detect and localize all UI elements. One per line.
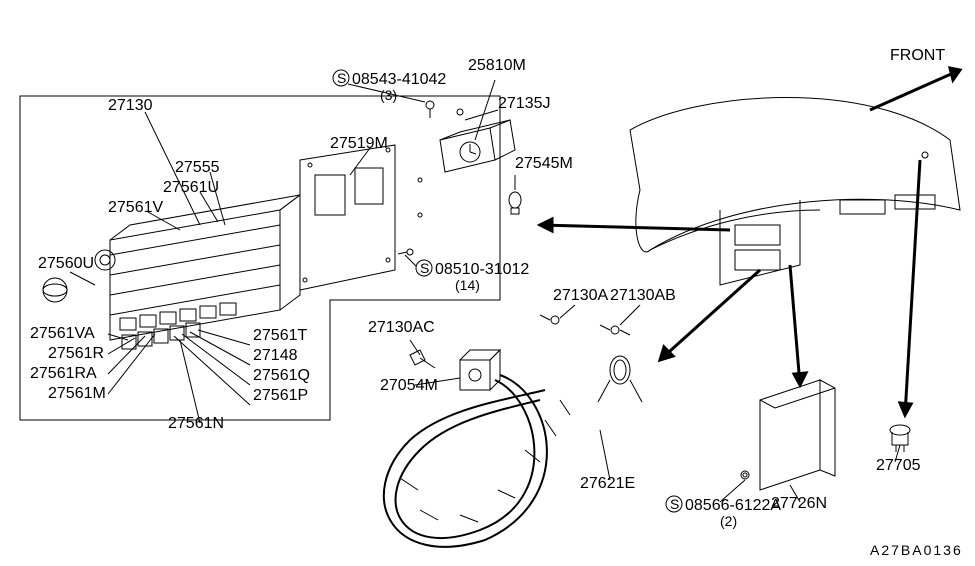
screw-id-3: 08566-6122A [685,497,781,514]
svg-text:S: S [337,70,346,86]
watermark: A27BA0136 [870,542,963,558]
label-27555: 27555 [175,159,220,176]
label-27054M: 27054M [380,377,438,394]
label-27545M: 27545M [515,155,573,172]
label-27130A: 27130A [553,287,608,304]
label-27561Q: 27561Q [253,367,310,384]
label-27561P: 27561P [253,387,308,404]
label-27561T: 27561T [253,327,307,344]
screw-id-2: 08510-31012 [435,261,529,278]
label-25810M: 25810M [468,57,526,74]
label-27621E: 27621E [580,475,635,492]
clock-assembly [440,120,515,172]
label-27561N: 27561N [168,415,224,432]
screw-qty-2: (14) [455,277,480,293]
screw-id-1: 08543-41042 [352,71,446,88]
label-27519M: 27519M [330,135,388,152]
svg-text:S: S [420,260,429,276]
screw-label-2: S 08510-31012 (14) [405,255,529,293]
screw-label-1: S 08543-41042 (3) [333,70,446,103]
screw-label-3: S 08566-6122A (2) [666,496,781,529]
front-arrow: FRONT [870,47,960,110]
knob-27560u [43,278,67,302]
label-27560U: 27560U [38,255,94,272]
front-label: FRONT [890,47,945,64]
label-27130: 27130 [108,97,153,114]
bracket-screws [398,178,422,255]
label-27130AC: 27130AC [368,319,435,336]
label-27561U: 27561U [163,179,219,196]
label-27135J: 27135J [498,95,551,112]
clock-screw [426,101,463,118]
label-27561VA: 27561VA [30,325,95,342]
screw-27130ab [600,325,630,335]
label-27561RA: 27561RA [30,365,97,382]
screw-27130ac [410,350,435,368]
label-27561M: 27561M [48,385,106,402]
label-27561V: 27561V [108,199,163,216]
leader-lines-left [108,330,250,423]
control-head-assembly [95,195,300,340]
label-27726N: 27726N [771,495,827,512]
amp-27726n [741,380,835,490]
label-27148: 27148 [253,347,298,364]
screw-qty-3: (2) [720,513,737,529]
label-27561R: 27561R [48,345,104,362]
bulb-27545m [509,192,521,214]
dashboard [630,98,960,286]
sensor-27705 [890,425,910,452]
screw-27130a [540,315,559,324]
svg-text:S: S [670,496,679,512]
mounting-bracket [300,145,395,290]
label-27705: 27705 [876,457,921,474]
label-27130AB: 27130AB [610,287,676,304]
